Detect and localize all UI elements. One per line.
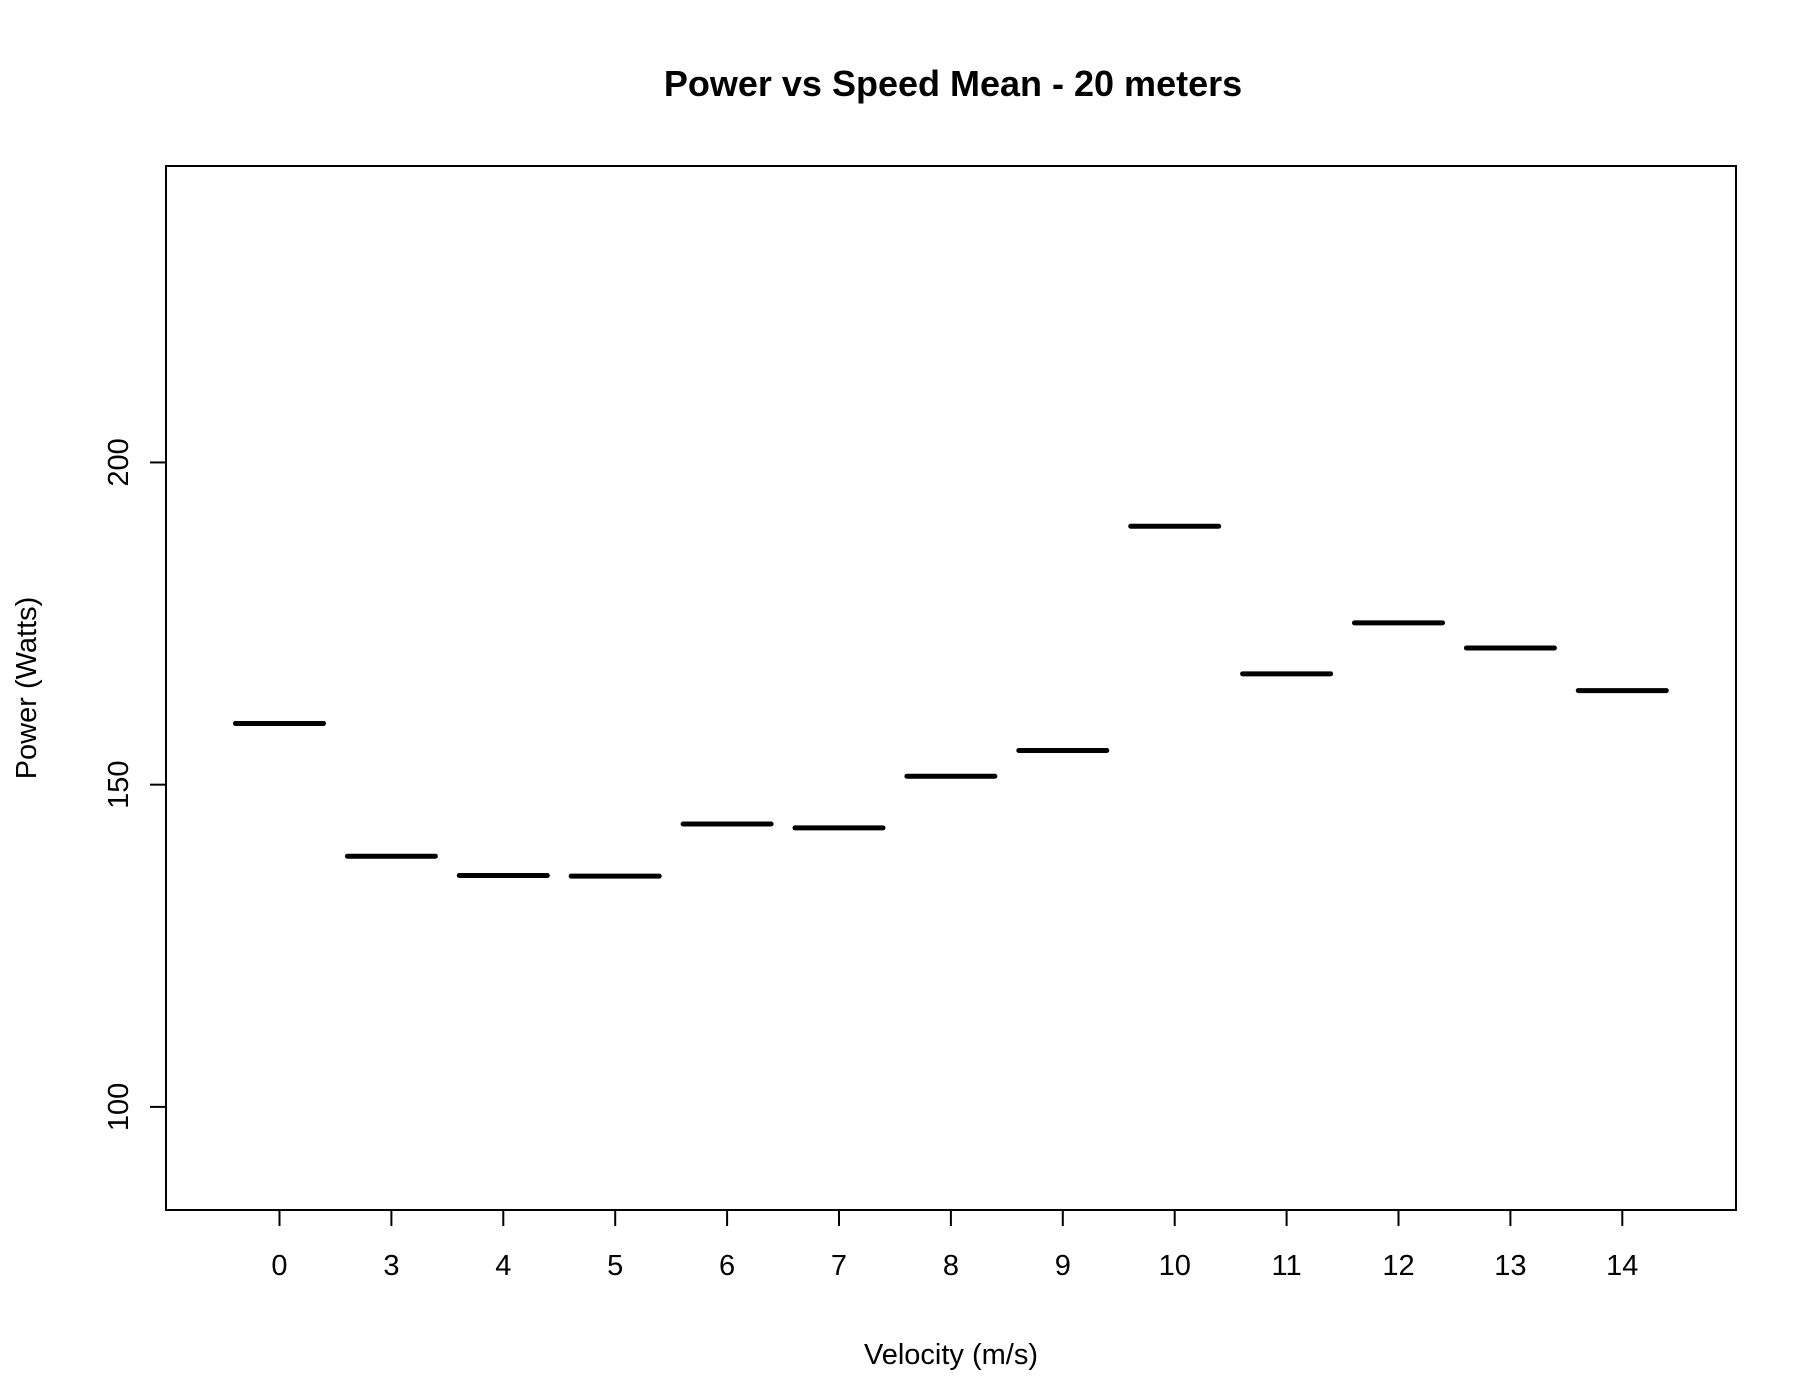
y-tick-label: 100 <box>103 1083 135 1131</box>
x-tick-label: 9 <box>1055 1250 1071 1282</box>
y-axis: 100 150 200 <box>103 438 166 1131</box>
y-tick-label: 150 <box>103 760 135 808</box>
plot-frame <box>165 165 1737 1211</box>
x-tick-label: 10 <box>1159 1250 1191 1282</box>
x-axis-label: Velocity (m/s) <box>864 1339 1038 1371</box>
x-tick-label: 8 <box>943 1250 959 1282</box>
mean-series <box>233 523 1669 879</box>
x-tick-label: 7 <box>831 1250 847 1282</box>
x-tick-label: 0 <box>271 1250 287 1282</box>
y-axis-label: Power (Watts) <box>11 597 43 780</box>
chart-title: Power vs Speed Mean - 20 meters <box>664 63 1242 104</box>
x-axis: 0 3 4 5 6 7 8 9 10 11 12 13 14 <box>271 1210 1638 1282</box>
x-tick-label: 6 <box>719 1250 735 1282</box>
x-tick-label: 14 <box>1606 1250 1638 1282</box>
x-tick-label: 13 <box>1494 1250 1526 1282</box>
x-tick-label: 12 <box>1382 1250 1414 1282</box>
x-tick-label: 11 <box>1272 1250 1302 1282</box>
x-tick-label: 5 <box>607 1250 623 1282</box>
x-tick-label: 3 <box>383 1250 399 1282</box>
x-tick-label: 4 <box>495 1250 511 1282</box>
y-tick-label: 200 <box>103 438 135 486</box>
